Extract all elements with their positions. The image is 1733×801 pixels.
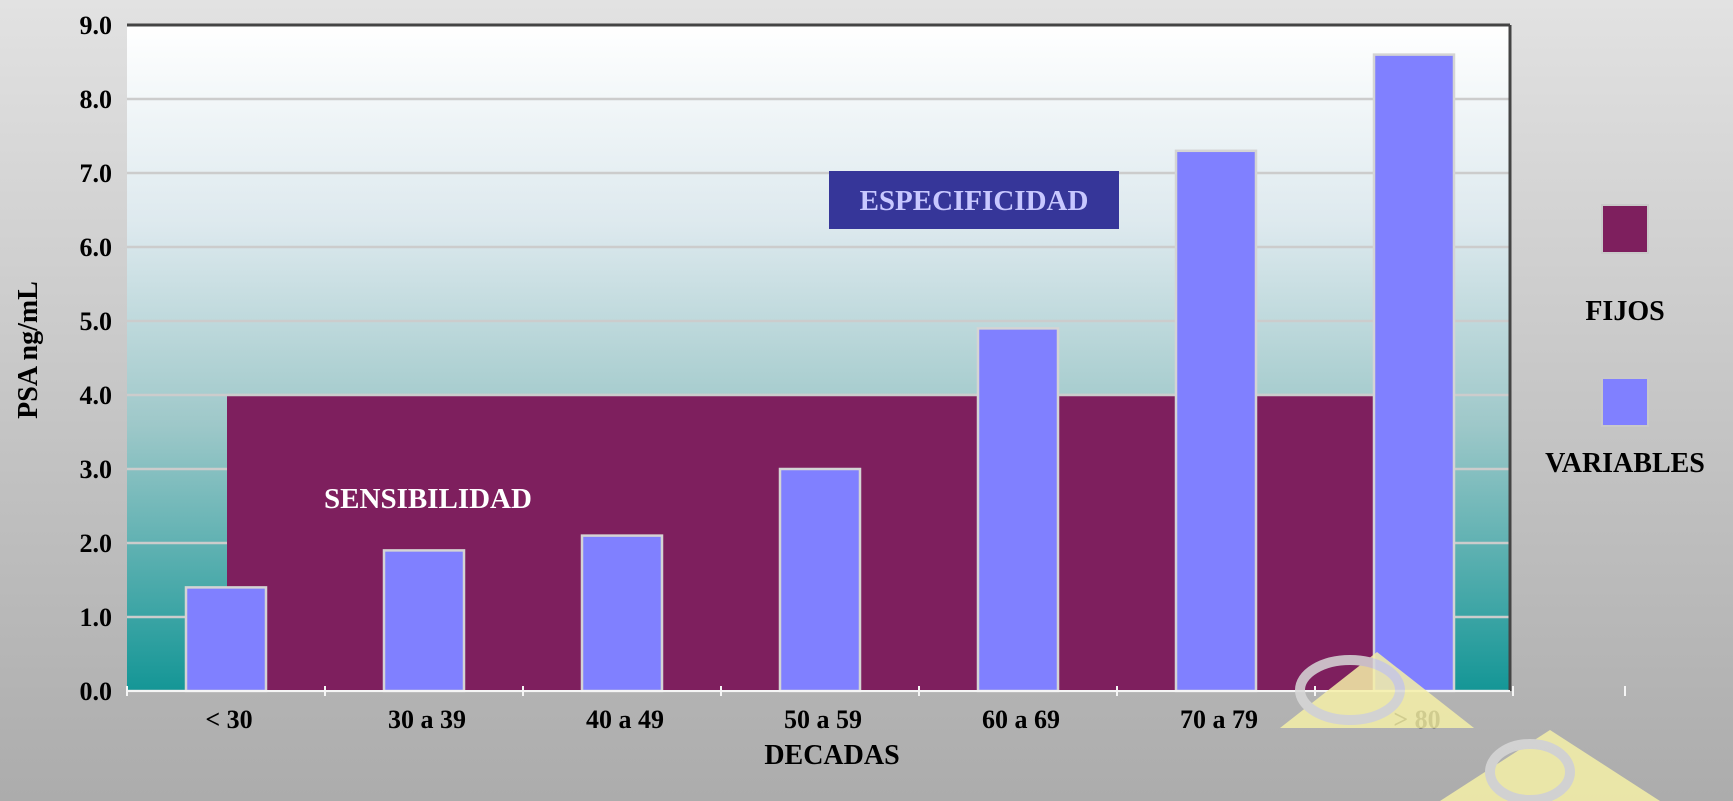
legend-swatch-fijos	[1601, 204, 1649, 254]
y-axis-title: PSA ng/mL	[13, 281, 44, 419]
bar-variables	[382, 549, 466, 693]
y-tick-label: 5.0	[80, 307, 113, 336]
y-tick-label: 7.0	[80, 159, 113, 188]
y-tick-label: 8.0	[80, 85, 113, 114]
y-tick-labels: 0.0 1.0 2.0 3.0 4.0 5.0 6.0 7.0 8.0 9.0	[80, 11, 113, 706]
bar-variables	[1174, 149, 1258, 693]
legend: FIJOS VARIABLES	[1545, 204, 1705, 479]
x-tick-label: 40 a 49	[586, 705, 664, 734]
x-axis-title: DECADAS	[764, 740, 899, 771]
x-tick-label: < 30	[205, 705, 252, 734]
bar-variables	[1372, 53, 1456, 693]
bar-variables	[184, 586, 268, 693]
bar-variables	[580, 534, 664, 693]
legend-label-variables: VARIABLES	[1545, 448, 1705, 479]
x-tick-label: 50 a 59	[784, 705, 862, 734]
legend-label-fijos: FIJOS	[1585, 296, 1664, 327]
y-tick-label: 3.0	[80, 455, 113, 484]
x-tick-marks	[126, 686, 1626, 696]
y-tick-label: 6.0	[80, 233, 113, 262]
x-tick-label: 60 a 69	[982, 705, 1060, 734]
x-tick-label: 30 a 39	[388, 705, 466, 734]
bar-variables	[778, 467, 862, 693]
y-tick-label: 1.0	[80, 603, 113, 632]
sensibilidad-label: SENSIBILIDAD	[324, 483, 532, 515]
legend-swatch-variables	[1601, 377, 1649, 427]
y-tick-label: 2.0	[80, 529, 113, 558]
variables-bars	[184, 53, 1456, 693]
especificidad-label: ESPECIFICIDAD	[860, 185, 1089, 217]
especificidad-annotation: ESPECIFICIDAD	[829, 171, 1119, 229]
y-tick-label: 0.0	[80, 677, 113, 706]
especificidad-box	[829, 171, 1119, 229]
bar-variables	[976, 327, 1060, 693]
y-tick-label: 4.0	[80, 381, 113, 410]
y-tick-label: 9.0	[80, 11, 113, 40]
x-tick-label: 70 a 79	[1180, 705, 1258, 734]
watermark-logo	[1280, 652, 1660, 801]
